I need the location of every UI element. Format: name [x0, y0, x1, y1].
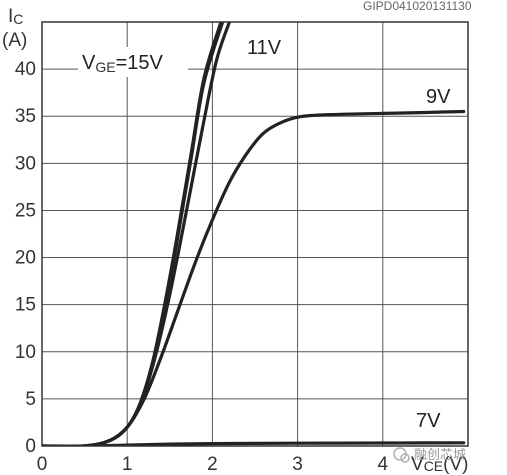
y-tick-labels: 0 5 10 15 20 25 30 35 40: [15, 59, 36, 457]
y-tick-label-7: 35: [15, 106, 36, 127]
vge-label-background: [78, 47, 188, 77]
y-tick-label-1: 5: [25, 389, 36, 410]
series-line-0: [42, 22, 223, 446]
vge-annotation: VGE=15V: [82, 52, 164, 75]
watermark: 融创芯城: [393, 447, 466, 463]
annotation-7v: 7V: [416, 410, 441, 432]
x-tick-label-1: 1: [122, 454, 133, 475]
watermark-icon-dot: [400, 453, 410, 463]
x-tick-label-0: 0: [37, 454, 48, 475]
grid-lines: [42, 22, 468, 446]
series-line-3: [42, 109, 466, 446]
watermark-text: 融创芯城: [414, 448, 466, 463]
y-tick-label-6: 30: [15, 153, 36, 174]
y-axis-label: IC: [8, 6, 23, 27]
y-tick-label-3: 15: [15, 295, 36, 316]
annotation-11v: 11V: [247, 37, 282, 59]
y-tick-label-0: 0: [25, 436, 36, 457]
x-tick-labels: 0 1 2 3 4: [37, 454, 389, 475]
annotation-9v: 9V: [426, 86, 451, 108]
plot-frame: [41, 21, 469, 447]
figure-code: GIPD041020131130: [363, 0, 472, 13]
x-tick-label-3: 3: [292, 454, 303, 475]
y-tick-label-5: 25: [15, 200, 36, 221]
series-line-1: [42, 22, 225, 446]
x-axis-label: VCE(V): [411, 454, 468, 475]
y-axis-unit: (A): [2, 30, 27, 51]
x-tick-label-4: 4: [378, 454, 389, 475]
series-curves: [42, 22, 466, 446]
x-tick-label-2: 2: [207, 454, 218, 475]
y-tick-label-4: 20: [15, 248, 36, 269]
y-tick-label-2: 10: [15, 342, 36, 363]
y-tick-label-8: 40: [15, 59, 36, 80]
